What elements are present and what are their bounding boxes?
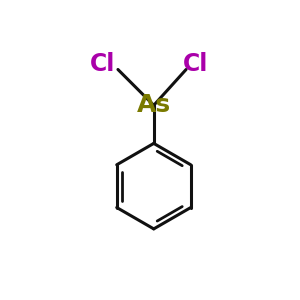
- Text: Cl: Cl: [90, 52, 116, 76]
- Text: As: As: [137, 93, 171, 117]
- Text: Cl: Cl: [183, 52, 208, 76]
